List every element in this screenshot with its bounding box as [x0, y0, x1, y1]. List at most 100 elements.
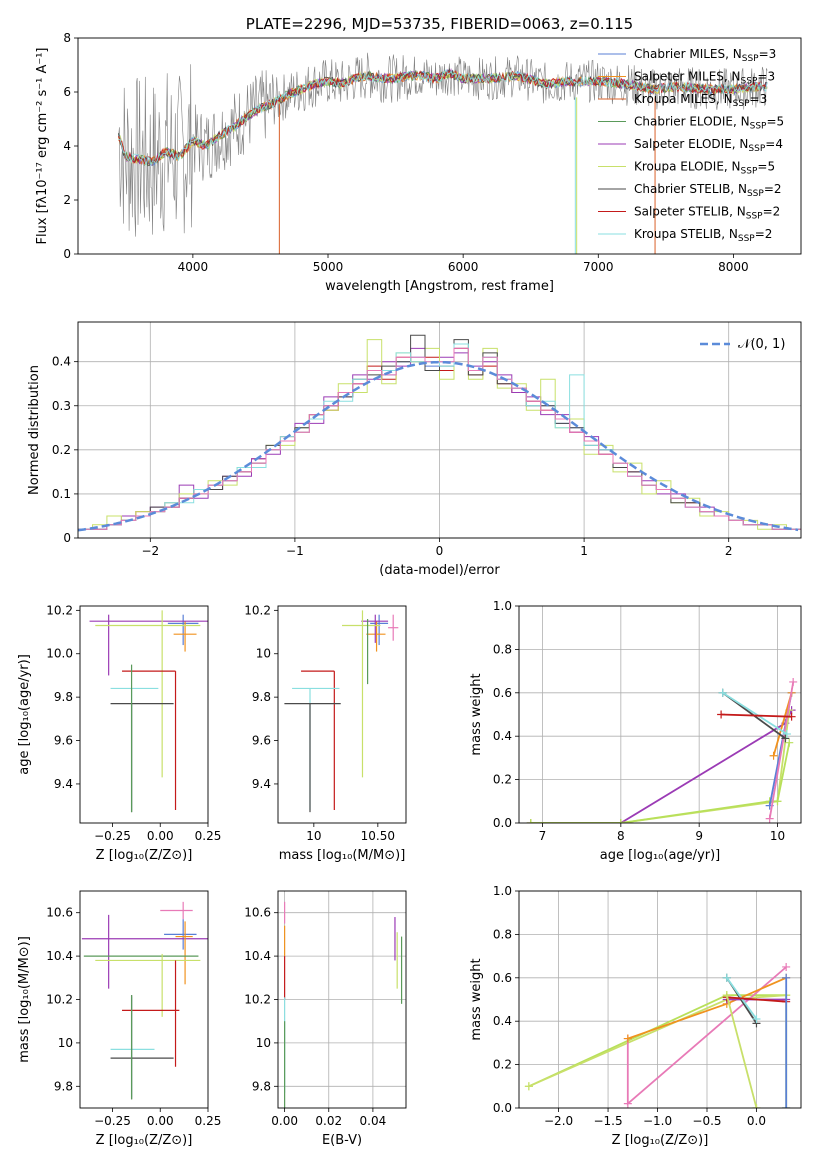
y-axis-label: mass [log₁₀(M/M⊙)]	[17, 936, 32, 1063]
y-tick-label: 9.6	[54, 734, 73, 748]
y-tick-label: 4	[63, 139, 71, 153]
x-tick-label: −0.5	[692, 1114, 721, 1128]
y-tick-label: 0.8	[493, 927, 512, 941]
y-tick-label: 0.4	[493, 1014, 512, 1028]
y-axis-label: mass weight	[469, 958, 484, 1040]
legend-label-text: Kroupa ELODIE, N	[634, 160, 741, 174]
weight-series-marker	[752, 1015, 761, 1024]
x-tick-label: 0.25	[195, 829, 222, 843]
y-tick-label: 10	[58, 1036, 73, 1050]
errorbar-point	[110, 997, 155, 1098]
y-tick-label: 10.2	[46, 603, 73, 617]
weight-series-marker	[785, 738, 794, 747]
legend-label-tail: =3	[757, 70, 775, 84]
axes-frame	[518, 605, 802, 824]
plot-area	[526, 677, 798, 823]
plot-area	[89, 610, 208, 813]
y-tick-label: 0.6	[493, 971, 512, 985]
x-tick-label: 5000	[313, 260, 344, 274]
x-tick-label: 10	[770, 829, 785, 843]
x-axis-label: E(B-V)	[322, 1133, 362, 1148]
x-tick-label: 8000	[718, 260, 749, 274]
y-tick-label: 0.2	[52, 443, 71, 457]
x-tick-label: 0.0	[747, 1114, 766, 1128]
x-axis-label: Z [log₁₀(Z/Z⊙)]	[96, 848, 193, 863]
y-tick-label: 9.8	[54, 690, 73, 704]
legend-label: Kroupa STELIB, NSSP=2	[634, 227, 772, 244]
legend-label: Chabrier ELODIE, NSSP=5	[634, 115, 784, 132]
y-tick-label: 0.2	[493, 773, 512, 787]
weight-series-line	[721, 713, 792, 718]
plot-area	[284, 610, 399, 813]
axes-frame	[277, 605, 407, 824]
weight-series-marker	[526, 819, 535, 823]
y-tick-label: 0.0	[493, 816, 512, 830]
legend-label: 𝒩(0, 1)	[738, 337, 785, 352]
plot-area	[78, 334, 801, 532]
y-tick-label: 0	[63, 531, 71, 545]
legend-label-text: Kroupa MILES, N	[634, 92, 733, 106]
y-axis-label: age [log₁₀(age/yr)]	[17, 654, 32, 775]
y-tick-label: 0.1	[52, 487, 71, 501]
chart-mass-vs-ebv: 0.00 0.02 0.04 9.8 10 10.2 10.4 10.6 E(B-V)	[244, 890, 407, 1148]
y-tick-label: 8	[63, 31, 71, 45]
x-tick-label: 7	[539, 829, 547, 843]
legend-label-tail: =2	[755, 227, 773, 241]
weight-series-marker	[623, 1034, 632, 1043]
y-axis-label: Normed distribution	[27, 365, 42, 495]
errorbar-point	[122, 670, 177, 810]
weight-series-marker	[718, 688, 727, 697]
legend-label: Salpeter MILES, NSSP=3	[634, 70, 775, 87]
weight-series-line	[722, 692, 788, 735]
x-axis-label: wavelength [Angstrom, rest frame]	[325, 279, 554, 294]
errorbar-point	[175, 921, 193, 985]
legend-label-tail: =3	[759, 47, 777, 61]
x-tick-label: −1.5	[593, 1114, 622, 1128]
x-tick-label: 10.50	[361, 829, 395, 843]
weight-series-marker	[787, 712, 796, 721]
plot-area	[118, 52, 768, 254]
y-tick-label: 9.8	[252, 1079, 271, 1093]
y-tick-label: 9.8	[54, 1079, 73, 1093]
y-tick-label: 0.8	[493, 642, 512, 656]
weight-series-marker	[765, 814, 774, 823]
errorbar-point	[95, 953, 201, 1017]
weight-series-line	[726, 996, 787, 1003]
legend-label-sub: SSP	[741, 167, 758, 177]
weight-series-marker	[752, 1104, 761, 1108]
x-tick-label: 0.04	[360, 1114, 387, 1128]
y-tick-label: 0.2	[493, 1058, 512, 1072]
weight-series-marker	[773, 797, 782, 806]
y-tick-label: 10.4	[46, 949, 73, 963]
x-tick-label: −1.0	[643, 1114, 672, 1128]
legend-label-sub: SSP	[748, 144, 765, 154]
spectrum-model-line	[118, 68, 768, 168]
y-tick-label: 10.2	[244, 993, 271, 1007]
legend-label-text: Chabrier MILES, N	[634, 47, 742, 61]
legend-label-text: Salpeter STELIB, N	[634, 205, 746, 219]
legend-label-sub: SSP	[733, 99, 750, 109]
chart-mass-weight-vs-age: 7 8 9 10 0.0 0.2 0.4 0.6 0.8 1.0 age [log₁₀(age/yr…	[469, 599, 802, 863]
legend-label: Chabrier MILES, NSSP=3	[634, 47, 776, 64]
x-tick-label: −0.25	[94, 1114, 131, 1128]
x-axis-label: mass [log₁₀(M/M⊙)]	[279, 848, 406, 863]
chart-age-vs-z: −0.25 0.00 0.25 9.4 9.6 9.8 10.0 10.2 Z [log₁₀(Z…	[17, 603, 221, 863]
weight-series-marker	[782, 730, 791, 739]
gaussian-curve	[78, 360, 799, 532]
axes-frame	[518, 890, 802, 1109]
x-tick-label: 0.00	[147, 1114, 174, 1128]
x-axis-label: Z [log₁₀(Z/Z⊙)]	[96, 1133, 193, 1148]
axes-frame	[79, 605, 209, 824]
weight-series-line	[530, 710, 791, 823]
y-tick-label: 9.4	[252, 777, 271, 791]
errorbar-point	[95, 610, 201, 778]
errorbar-point	[284, 703, 341, 813]
errorbar-point	[164, 919, 197, 950]
errorbar-point	[122, 960, 180, 1067]
y-tick-label: 10.6	[46, 906, 73, 920]
axes-frame	[277, 890, 407, 1109]
x-tick-label: 0.00	[271, 1114, 298, 1128]
y-tick-label: 10.4	[244, 949, 271, 963]
x-tick-label: 7000	[583, 260, 614, 274]
